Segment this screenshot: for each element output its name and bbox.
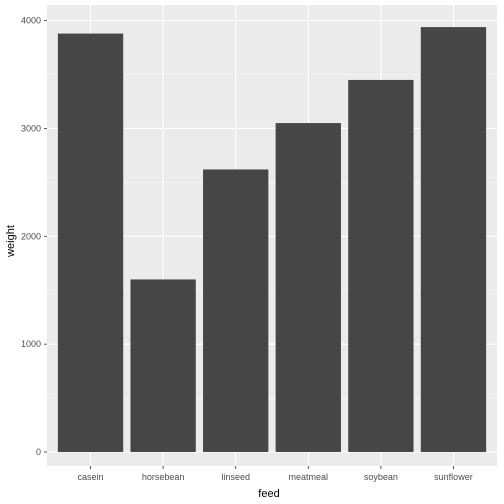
y-axis: 0 1000 2000 3000 4000: [21, 16, 47, 457]
y-tick-label: 1000: [21, 339, 41, 349]
bars: [57, 27, 487, 452]
y-tick-label: 4000: [21, 16, 41, 26]
x-tick-label: casein: [78, 472, 104, 482]
bar-soybean: [348, 79, 414, 452]
x-tick-label: horsebean: [142, 472, 185, 482]
x-tick-label: soybean: [364, 472, 398, 482]
bar-linseed: [203, 169, 269, 452]
y-tick-label: 2000: [21, 231, 41, 241]
x-tick-label: meatmeal: [289, 472, 329, 482]
x-axis-title: feed: [258, 488, 279, 500]
y-tick-label: 0: [36, 447, 41, 457]
bar-casein: [57, 33, 124, 452]
bar-horsebean: [130, 279, 196, 452]
bar-meatmeal: [275, 123, 341, 452]
x-tick-label: sunflower: [434, 472, 473, 482]
x-tick-label: linseed: [221, 472, 250, 482]
y-axis-title: weight: [5, 225, 17, 258]
y-tick-label: 3000: [21, 123, 41, 133]
x-axis: casein horsebean linseed meatmeal soybean sun…: [78, 466, 473, 482]
bar-sunflower: [420, 27, 487, 452]
